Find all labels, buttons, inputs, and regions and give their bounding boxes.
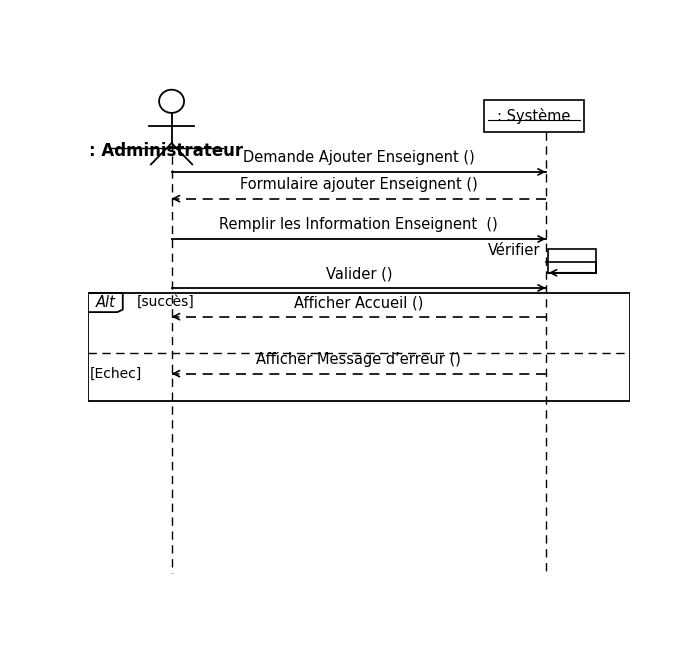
Bar xyxy=(88,293,630,402)
Text: Alt: Alt xyxy=(95,295,116,310)
Text: Afficher Message d’erreur (): Afficher Message d’erreur () xyxy=(256,352,461,367)
Text: Afficher Accueil (): Afficher Accueil () xyxy=(294,295,424,310)
Text: : Administrateur: : Administrateur xyxy=(89,141,243,160)
Text: : Système: : Système xyxy=(497,108,570,124)
Text: Formulaire ajouter Enseignent (): Formulaire ajouter Enseignent () xyxy=(240,177,477,192)
Text: Demande Ajouter Enseignent (): Demande Ajouter Enseignent () xyxy=(243,151,475,165)
Text: [succès]: [succès] xyxy=(136,295,194,309)
Text: Vérifier: Vérifier xyxy=(488,242,540,257)
Text: Valider (): Valider () xyxy=(326,267,392,282)
Bar xyxy=(547,248,596,272)
Text: [Echec]: [Echec] xyxy=(90,367,143,381)
Text: Remplir les Information Enseignent  (): Remplir les Information Enseignent () xyxy=(219,217,498,233)
Bar xyxy=(484,100,584,132)
